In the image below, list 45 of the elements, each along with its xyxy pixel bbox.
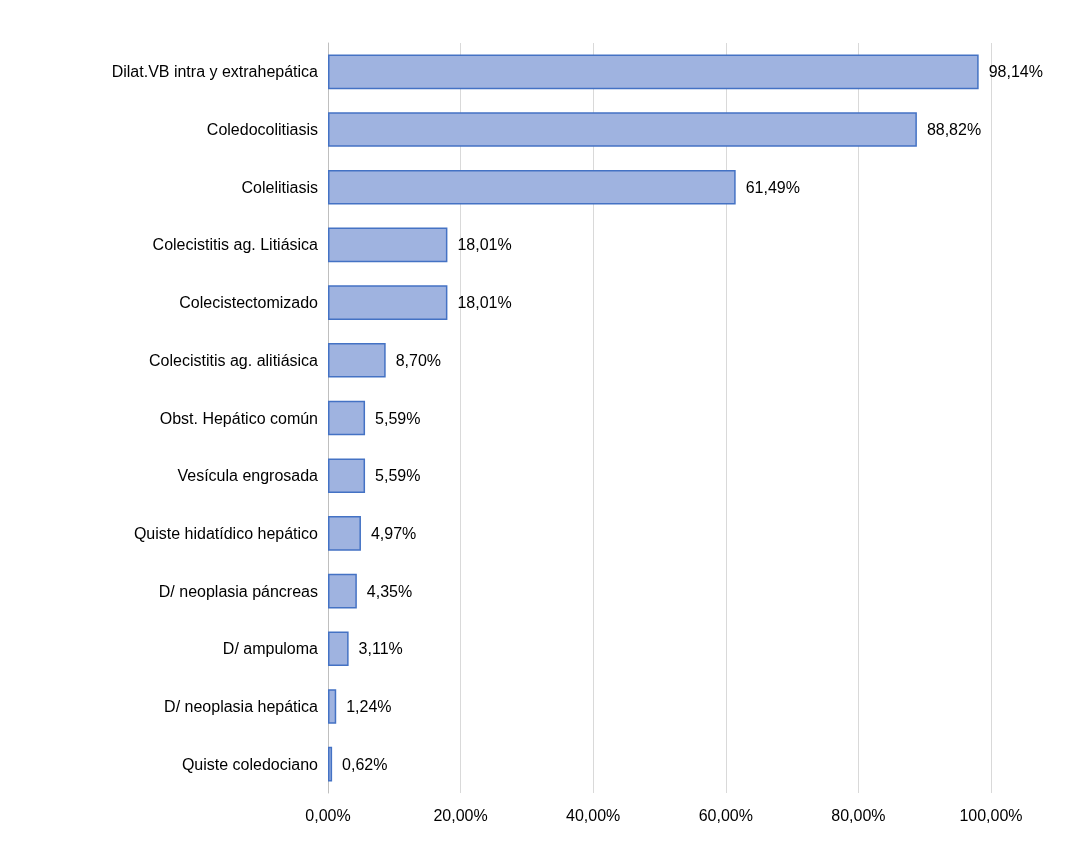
y-tick-label: Vesícula engrosada: [177, 467, 319, 485]
data-label: 98,14%: [988, 63, 1043, 81]
y-tick-label: D/ ampuloma: [222, 640, 319, 658]
data-label: 18,01%: [457, 236, 512, 254]
bar: [328, 458, 366, 493]
x-tick-label: 100,00%: [959, 806, 1023, 824]
data-label: 4,35%: [366, 582, 413, 600]
data-label: 5,59%: [375, 409, 421, 427]
y-tick-label: Quiste coledociano: [181, 755, 319, 773]
y-tick-label: Obst. Hepático común: [159, 409, 318, 427]
bar: [328, 343, 386, 378]
data-label: 8,70%: [395, 351, 442, 369]
bar: [328, 631, 349, 667]
data-label: 61,49%: [745, 178, 800, 196]
y-tick-label: Colelitiasis: [241, 178, 318, 196]
data-label: 3,11%: [358, 640, 403, 658]
x-tick-label: 60,00%: [698, 806, 753, 824]
x-tick-label: 0,00%: [305, 806, 351, 824]
x-tick-label: 40,00%: [566, 806, 621, 824]
y-tick-label: Colecistitis ag. alitiásica: [149, 351, 319, 369]
bar: [328, 689, 337, 724]
bar: [328, 516, 361, 551]
bar: [328, 746, 333, 782]
data-label: 5,59%: [375, 467, 421, 485]
bar: [328, 400, 366, 436]
data-label: 1,24%: [346, 697, 392, 715]
bar: [328, 112, 917, 147]
data-label: 18,01%: [457, 294, 512, 312]
bar: [328, 285, 448, 320]
bar: [328, 54, 979, 90]
data-label: 0,62%: [342, 755, 388, 773]
y-tick-label: D/ neoplasia páncreas: [158, 582, 318, 600]
bar: [328, 169, 736, 205]
y-tick-label: Dilat.VB intra y extrahepática: [111, 63, 319, 81]
y-tick-label: D/ neoplasia hepática: [164, 697, 319, 715]
data-label: 4,97%: [370, 524, 417, 542]
x-tick-label: 20,00%: [433, 806, 488, 824]
y-tick-label: Colecistitis ag. Litiásica: [152, 236, 319, 254]
bar: [328, 227, 448, 263]
bar: [328, 573, 357, 609]
y-tick-label: Quiste hidatídico hepático: [133, 524, 319, 542]
y-tick-label: Coledocolitiasis: [206, 121, 318, 139]
data-label: 88,82%: [926, 121, 982, 139]
y-tick-label: Colecistectomizado: [179, 294, 319, 312]
x-tick-label: 80,00%: [831, 806, 886, 824]
